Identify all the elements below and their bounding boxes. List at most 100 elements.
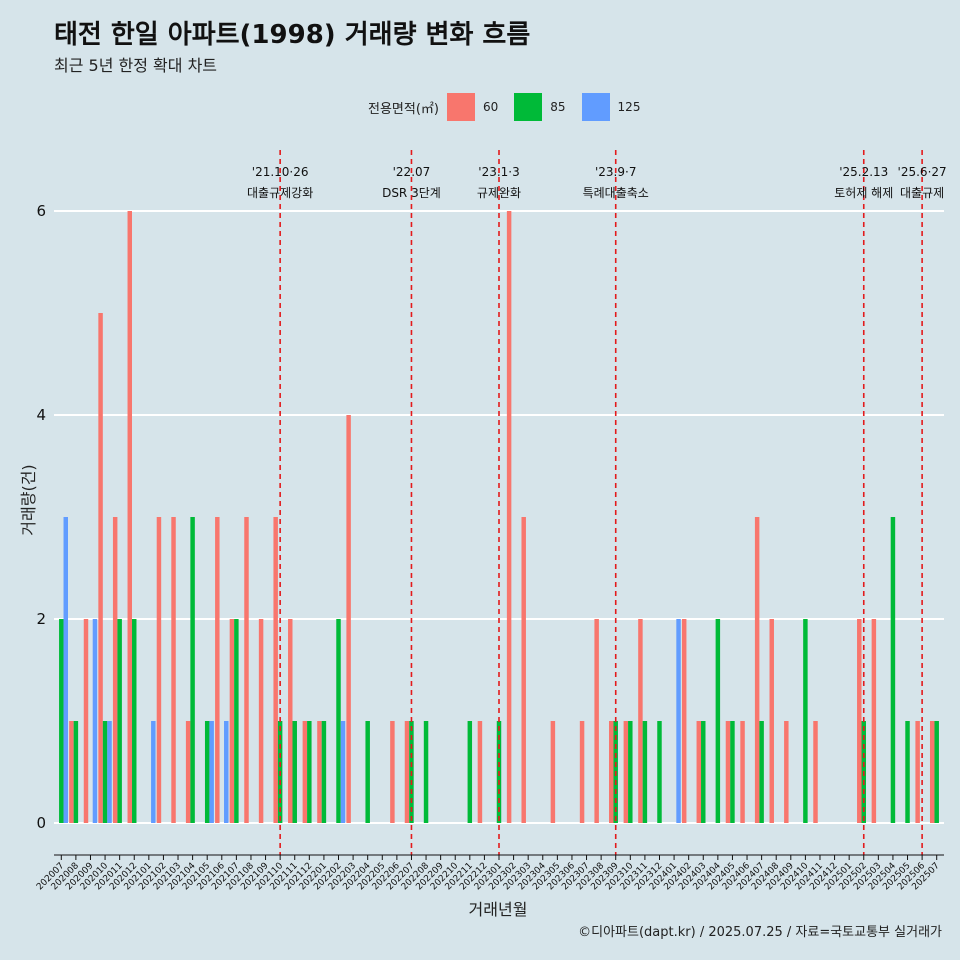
caption: ©디아파트(dapt.kr) / 2025.07.25 / 자료=국토교통부 실… [578, 925, 942, 940]
annotation-label: 대출규제강화 [247, 186, 313, 200]
legend-swatch-60 [446, 93, 475, 121]
bar-125-202401 [676, 619, 681, 823]
legend-label-60: 60 [482, 100, 499, 114]
bar-85-202010 [102, 721, 108, 823]
bar-125-202105 [209, 721, 214, 823]
bar-60-202302 [506, 211, 512, 823]
bar-60-202110 [273, 517, 278, 823]
bar-60-202503 [871, 619, 877, 823]
bar-60-202112 [302, 721, 308, 823]
bar-85-202105 [204, 721, 210, 823]
annotation-label: 토허제 해제 [834, 186, 893, 200]
bar-85-202107 [234, 619, 239, 823]
y-tick-label: 6 [36, 202, 46, 220]
bar-60-202203 [346, 415, 351, 823]
bar-60-202506 [915, 721, 920, 823]
bar-85-202111 [292, 721, 297, 823]
bar-60-202507 [929, 721, 935, 823]
bar-85-202504 [890, 517, 896, 823]
y-tick-label: 2 [36, 610, 46, 628]
bar-60-202104 [185, 721, 191, 823]
bar-60-202303 [521, 517, 526, 823]
annotation-date: '21.10·26 [252, 165, 309, 179]
y-axis-title: 거래량(건) [19, 464, 38, 535]
bar-60-202010 [98, 313, 103, 823]
legend-swatch-85 [514, 93, 543, 121]
x-axis-title: 거래년월 [469, 900, 528, 919]
bar-60-202408 [769, 619, 774, 823]
annotation-date: '25.6·27 [898, 165, 947, 179]
bar-60-202406 [740, 721, 745, 823]
bar-60-202307 [579, 721, 585, 823]
bar-60-202108 [244, 517, 249, 823]
annotation-date: '23.1·3 [478, 165, 519, 179]
bar-125-202007 [63, 517, 68, 823]
bar-60-202308 [594, 619, 599, 823]
bar-60-202405 [725, 721, 731, 823]
chart-title: 태전 한일 아파트(1998) 거래량 변화 흐름 [54, 20, 531, 50]
annotation-label: 특례대출축소 [583, 186, 649, 200]
legend-swatch-125 [581, 93, 610, 121]
bar-85-202404 [715, 619, 721, 823]
bar-60-202403 [696, 721, 702, 823]
bar-125-202202 [340, 721, 346, 823]
bar-60-202305 [550, 721, 556, 823]
bar-60-202309 [609, 721, 614, 823]
annotation-date: '22.07 [393, 165, 431, 179]
bar-125-202009 [92, 619, 98, 823]
bar-125-202106 [224, 721, 229, 823]
bar-60-202206 [390, 721, 395, 823]
bar-85-202104 [190, 517, 195, 823]
bar-60-202310 [623, 721, 629, 823]
bar-60-202103 [171, 517, 176, 823]
bars [59, 211, 939, 823]
y-tick-label: 0 [36, 814, 46, 832]
bar-85-202407 [759, 721, 764, 823]
bar-60-202102 [156, 517, 162, 823]
bar-60-202107 [229, 619, 235, 823]
bar-125-202101 [151, 721, 156, 823]
bar-85-202507 [934, 721, 939, 823]
bar-85-202403 [701, 721, 706, 823]
bar-85-202311 [642, 721, 648, 823]
bar-85-202405 [730, 721, 735, 823]
bar-60-202411 [813, 721, 818, 823]
legend-item-125: 125 [581, 93, 653, 121]
bar-60-202011 [112, 517, 118, 823]
bar-85-202312 [657, 721, 662, 823]
bar-60-202407 [754, 517, 760, 823]
bar-85-202208 [423, 721, 429, 823]
bar-85-202011 [117, 619, 122, 823]
bar-60-202201 [317, 721, 322, 823]
legend: 전용면적(㎡) 60 85 125 [368, 93, 656, 121]
bar-85-202007 [59, 619, 64, 823]
annotation-date: '25.2.13 [839, 165, 888, 179]
bar-60-202402 [681, 619, 687, 823]
bar-60-202502 [857, 619, 862, 823]
bar-60-202409 [784, 721, 789, 823]
bar-85-202008 [73, 721, 79, 823]
bar-85-202310 [628, 721, 633, 823]
bar-85-202201 [321, 721, 327, 823]
bar-85-202505 [905, 721, 910, 823]
bar-60-202012 [127, 211, 132, 823]
legend-item-60: 60 [446, 93, 510, 121]
bar-85-202204 [365, 721, 370, 823]
bar-85-202202 [336, 619, 341, 823]
bar-60-202207 [404, 721, 410, 823]
annotation-label: DSR 3단계 [382, 186, 441, 200]
bar-60-202009 [83, 619, 89, 823]
annotation-date: '23.9·7 [595, 165, 636, 179]
legend-item-85: 85 [514, 93, 577, 121]
chart-subtitle: 최근 5년 한정 확대 차트 [54, 56, 218, 75]
legend-label-125: 125 [617, 100, 641, 114]
y-tick-label: 4 [36, 406, 46, 424]
bar-85-202112 [307, 721, 312, 823]
annotations: '21.10·26 대출규제강화 '22.07 DSR 3단계 '23.1·3 규제완화 '… [247, 150, 947, 855]
bar-85-202410 [803, 619, 808, 823]
annotation-label: 대출규제 [900, 186, 944, 200]
bar-60-202008 [69, 721, 74, 823]
bar-60-202311 [638, 619, 643, 823]
bar-125-202010 [107, 721, 112, 823]
